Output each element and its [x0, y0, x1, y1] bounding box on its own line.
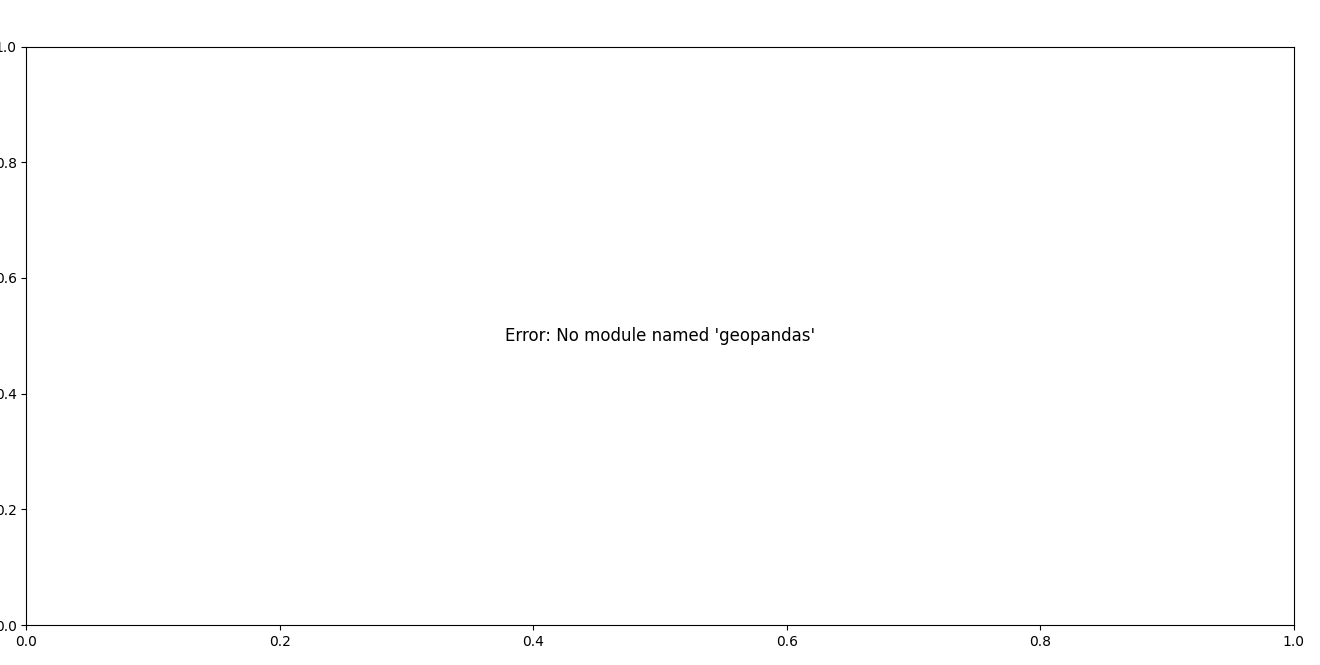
Text: Error: No module named 'geopandas': Error: No module named 'geopandas': [506, 327, 814, 345]
